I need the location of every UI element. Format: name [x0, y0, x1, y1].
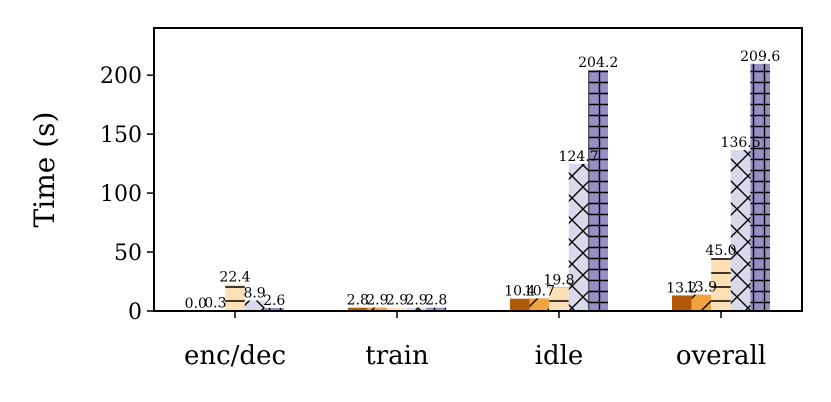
data-label-train-series-4: 2.9: [405, 293, 427, 309]
bar-hatch-enc-dec-series-3: [225, 284, 245, 311]
data-labels-layer: 0.00.322.48.92.6 2.82.92.92.92.810.410.71…: [185, 49, 781, 312]
bar-hatch-idle-series-5: [588, 70, 608, 311]
data-label-overall-series-1: 13.2: [666, 280, 697, 296]
bar-hatch-overall-series-2: [691, 294, 712, 311]
data-label-train-series-1: 2.8: [347, 293, 369, 309]
axes-layer: enc/dec train idle overall 0 50 100 150 200 Time …: [28, 27, 803, 371]
bar-overall-series-1: [672, 295, 692, 311]
bar-hatch-idle-series-4: [568, 163, 589, 311]
bar-hatch-overall-series-3: [711, 257, 731, 311]
data-label-overall-series-5: 209.6: [740, 49, 780, 65]
bar-hatch-train-series-2: [367, 307, 388, 311]
data-label-enc-dec-series-3: 22.4: [219, 270, 250, 286]
y-tick-label-100: 100: [100, 182, 142, 207]
data-label-idle-series-3: 19.8: [543, 273, 574, 289]
bar-idle-series-1: [510, 298, 530, 311]
bar-hatch-train-series-3: [387, 307, 407, 311]
data-label-train-series-3: 2.9: [386, 293, 408, 309]
x-tick-label-idle: idle: [535, 341, 584, 371]
y-tick-label-50: 50: [114, 241, 142, 266]
bar-hatch-enc-dec-series-4: [244, 300, 265, 311]
x-tick-label-train: train: [365, 341, 429, 371]
bar-hatch-idle-series-2: [529, 298, 550, 311]
data-label-train-series-2: 2.9: [366, 293, 388, 309]
data-label-idle-series-5: 204.2: [578, 55, 618, 71]
data-label-idle-series-4: 124.7: [559, 149, 599, 165]
data-label-overall-series-3: 45.0: [705, 243, 736, 259]
data-label-enc-dec-series-4: 8.9: [243, 286, 265, 302]
data-label-overall-series-2: 13.9: [686, 280, 717, 296]
data-label-idle-series-1: 10.4: [504, 284, 535, 300]
bar-hatch-train-series-4: [406, 307, 427, 311]
data-label-idle-series-2: 10.7: [524, 283, 555, 299]
data-label-enc-dec-series-1: 0.0: [185, 296, 207, 312]
bar-hatch-enc-dec-series-5: [264, 307, 284, 311]
bar-hatch-overall-series-5: [750, 63, 770, 312]
y-tick-label-200: 200: [100, 64, 142, 89]
data-label-enc-dec-series-5: 2.6: [263, 293, 285, 309]
data-label-overall-series-4: 136.5: [721, 135, 761, 151]
data-label-enc-dec-series-2: 0.3: [204, 296, 226, 312]
plot-frame: [153, 27, 803, 312]
y-tick-label-150: 150: [100, 123, 142, 148]
data-label-train-series-5: 2.8: [425, 293, 447, 309]
bar-hatch-idle-series-3: [549, 287, 569, 311]
bar-train-series-1: [348, 307, 368, 311]
y-axis-title: Time (s): [28, 112, 61, 228]
bar-hatch-train-series-5: [426, 307, 446, 311]
bar-hatch-overall-series-4: [730, 150, 751, 311]
x-tick-label-overall: overall: [676, 341, 766, 371]
bars-layer: [205, 63, 770, 312]
x-tick-label-enc-dec: enc/dec: [184, 341, 286, 371]
y-tick-label-0: 0: [128, 300, 142, 325]
